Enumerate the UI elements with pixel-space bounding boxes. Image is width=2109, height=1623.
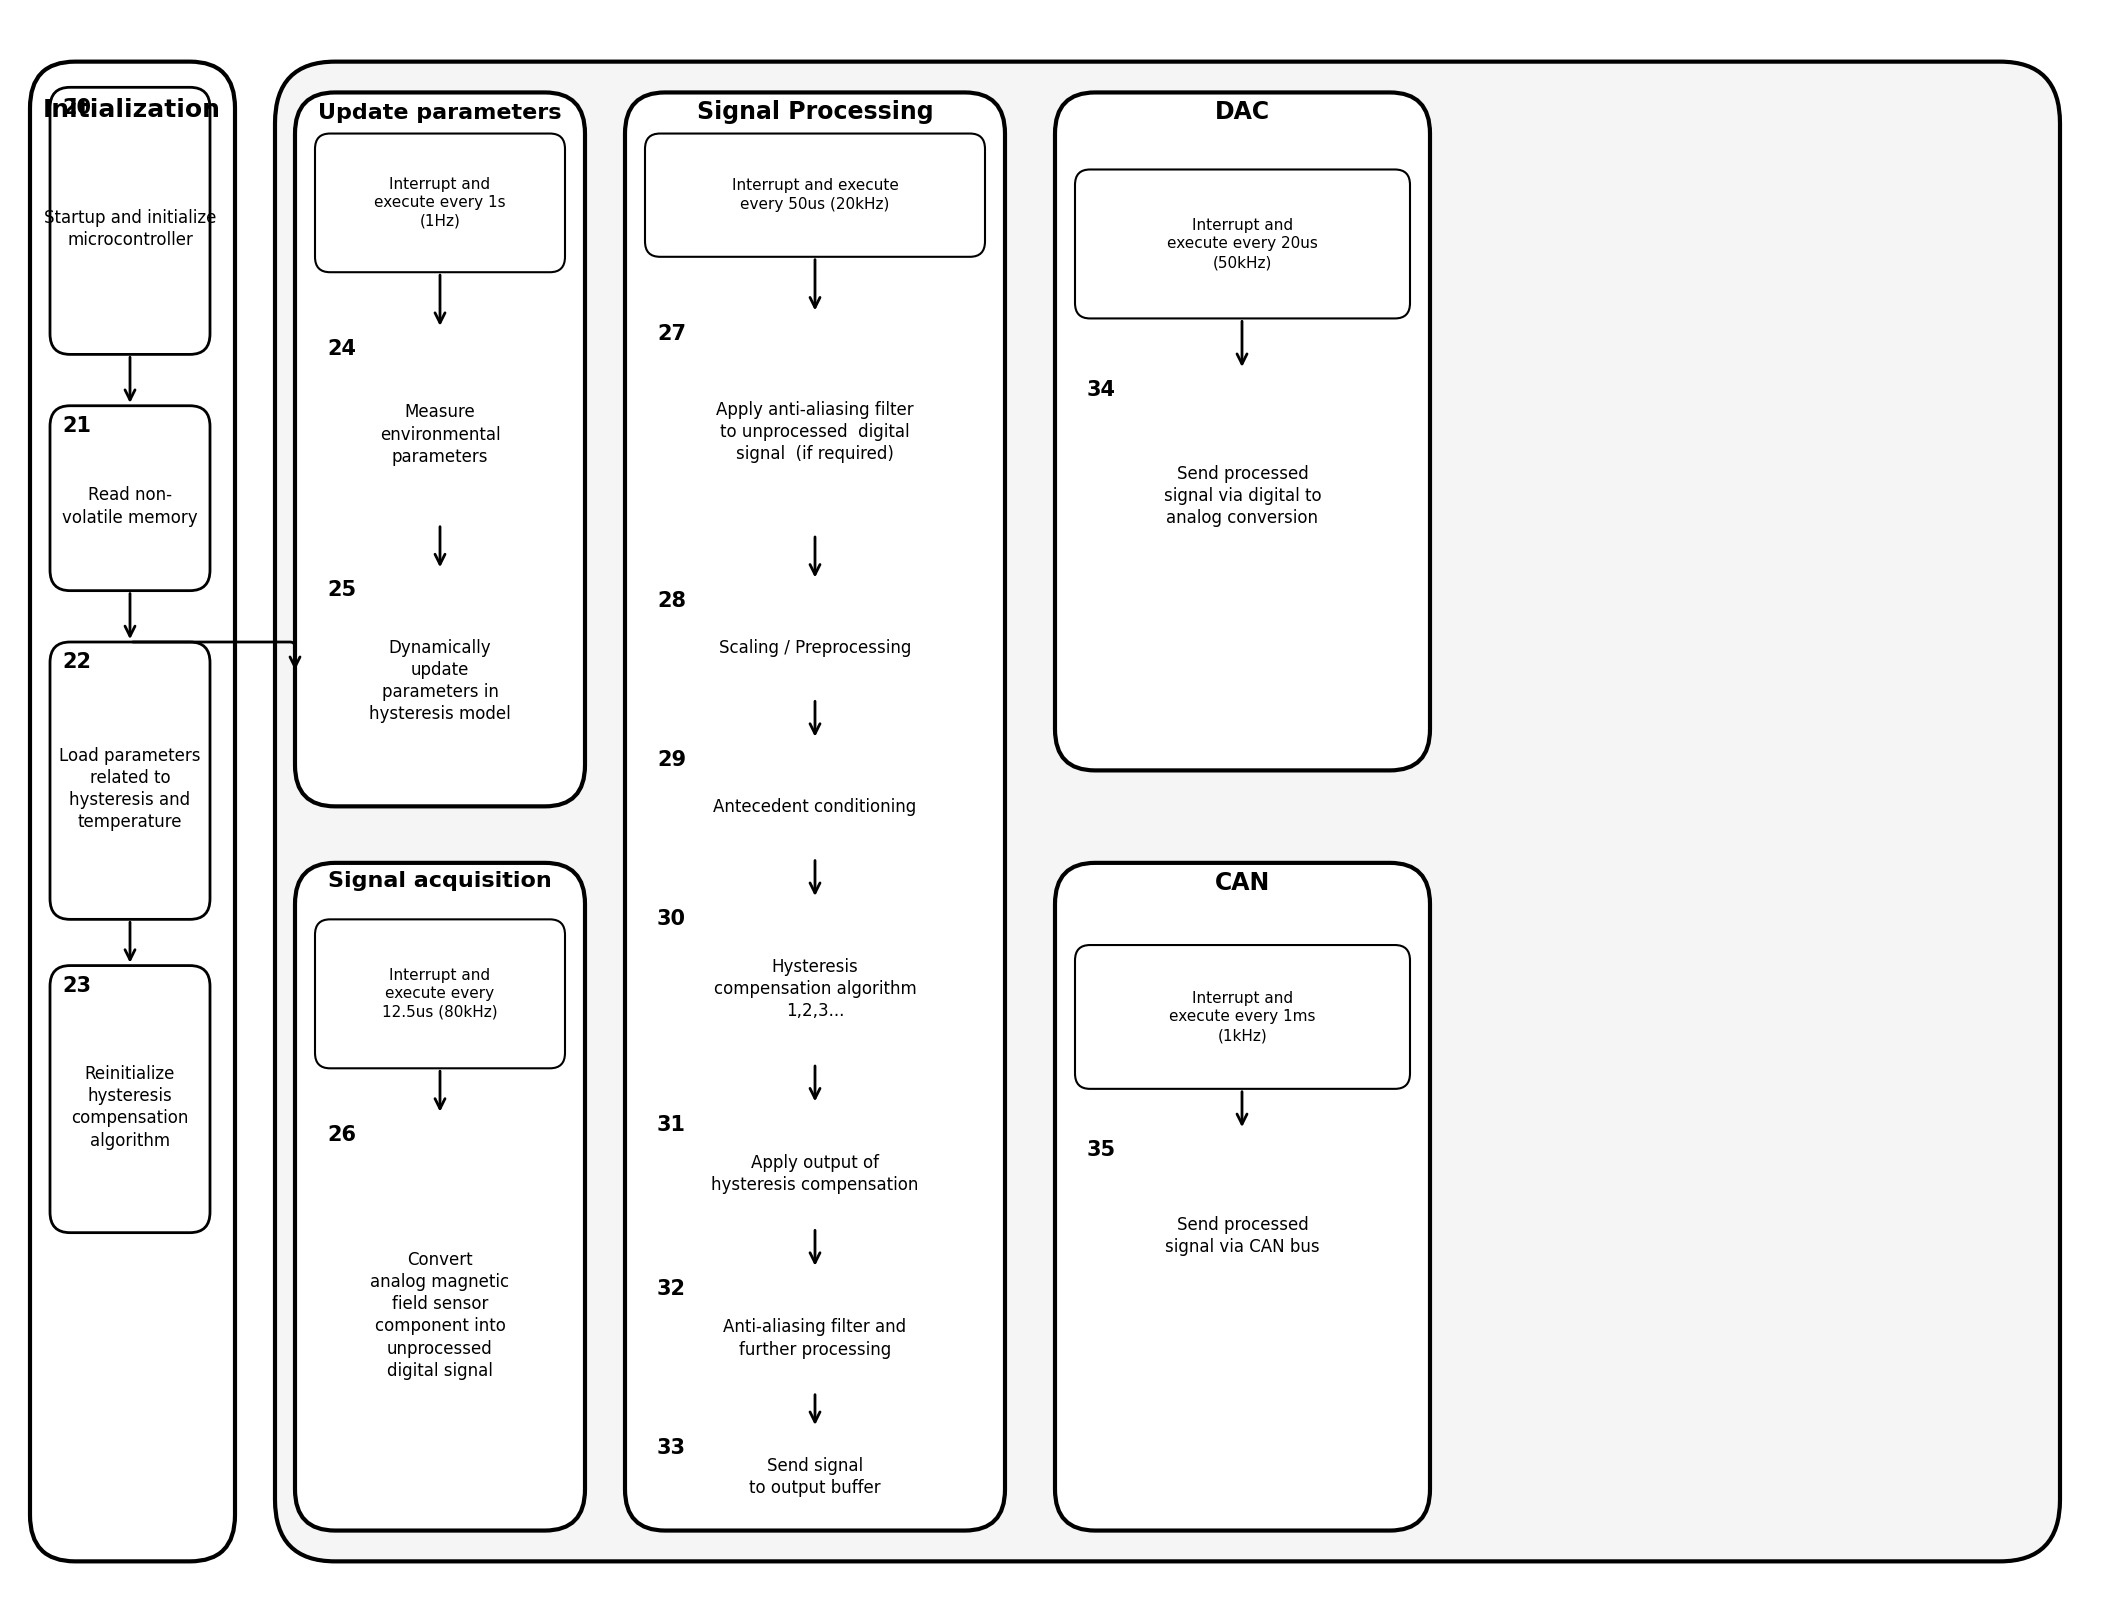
- Text: Scaling / Preprocessing: Scaling / Preprocessing: [719, 639, 911, 657]
- Text: CAN: CAN: [1215, 872, 1270, 894]
- Text: Signal acquisition: Signal acquisition: [329, 872, 553, 891]
- Text: 31: 31: [658, 1115, 685, 1134]
- FancyBboxPatch shape: [645, 899, 985, 1063]
- Text: Initialization: Initialization: [42, 97, 221, 122]
- Text: 35: 35: [1086, 1141, 1116, 1160]
- FancyBboxPatch shape: [1054, 93, 1430, 771]
- FancyBboxPatch shape: [51, 88, 211, 354]
- FancyBboxPatch shape: [295, 863, 584, 1530]
- Text: Signal Processing: Signal Processing: [696, 99, 934, 123]
- FancyBboxPatch shape: [1076, 169, 1411, 318]
- Text: Interrupt and execute
every 50us (20kHz): Interrupt and execute every 50us (20kHz): [732, 179, 898, 213]
- FancyBboxPatch shape: [51, 966, 211, 1232]
- Text: Convert
analog magnetic
field sensor
component into
unprocessed
digital signal: Convert analog magnetic field sensor com…: [371, 1251, 510, 1380]
- FancyBboxPatch shape: [645, 1104, 985, 1227]
- Text: Startup and initialize
microcontroller: Startup and initialize microcontroller: [44, 209, 217, 250]
- FancyBboxPatch shape: [1076, 370, 1411, 605]
- FancyBboxPatch shape: [295, 93, 584, 807]
- Text: Send processed
signal via digital to
analog conversion: Send processed signal via digital to ana…: [1164, 464, 1322, 527]
- Text: Reinitialize
hysteresis
compensation
algorithm: Reinitialize hysteresis compensation alg…: [72, 1065, 188, 1149]
- FancyBboxPatch shape: [1076, 945, 1411, 1089]
- FancyBboxPatch shape: [314, 329, 565, 524]
- Text: 26: 26: [327, 1125, 356, 1144]
- Text: Apply anti-aliasing filter
to unprocessed  digital
signal  (if required): Apply anti-aliasing filter to unprocesse…: [717, 401, 913, 463]
- FancyBboxPatch shape: [314, 919, 565, 1068]
- Text: 21: 21: [61, 415, 91, 437]
- FancyBboxPatch shape: [30, 62, 234, 1561]
- Text: Read non-
volatile memory: Read non- volatile memory: [61, 487, 198, 526]
- Text: 22: 22: [61, 652, 91, 672]
- FancyBboxPatch shape: [645, 1428, 985, 1509]
- Text: Update parameters: Update parameters: [318, 102, 561, 123]
- Text: 34: 34: [1086, 380, 1116, 401]
- Text: 33: 33: [658, 1438, 685, 1457]
- FancyBboxPatch shape: [1076, 1130, 1411, 1324]
- Text: 24: 24: [327, 339, 356, 359]
- Text: Apply output of
hysteresis compensation: Apply output of hysteresis compensation: [711, 1154, 920, 1195]
- Text: Hysteresis
compensation algorithm
1,2,3...: Hysteresis compensation algorithm 1,2,3.…: [713, 958, 917, 1021]
- Text: 20: 20: [61, 97, 91, 117]
- Text: Send processed
signal via CAN bus: Send processed signal via CAN bus: [1164, 1216, 1320, 1256]
- Text: Interrupt and
execute every 20us
(50kHz): Interrupt and execute every 20us (50kHz): [1166, 217, 1318, 269]
- Text: Interrupt and
execute every
12.5us (80kHz): Interrupt and execute every 12.5us (80kH…: [382, 967, 498, 1019]
- FancyBboxPatch shape: [51, 406, 211, 591]
- FancyBboxPatch shape: [624, 93, 1006, 1530]
- Text: 23: 23: [61, 975, 91, 997]
- FancyBboxPatch shape: [51, 643, 211, 919]
- FancyBboxPatch shape: [314, 1115, 565, 1500]
- FancyBboxPatch shape: [274, 62, 2060, 1561]
- FancyBboxPatch shape: [645, 313, 985, 534]
- Text: DAC: DAC: [1215, 99, 1270, 123]
- Text: 29: 29: [658, 750, 685, 769]
- FancyBboxPatch shape: [1054, 863, 1430, 1530]
- Text: Send signal
to output buffer: Send signal to output buffer: [749, 1457, 882, 1498]
- Text: Measure
environmental
parameters: Measure environmental parameters: [380, 403, 500, 466]
- FancyBboxPatch shape: [645, 581, 985, 698]
- Text: Antecedent conditioning: Antecedent conditioning: [713, 799, 917, 816]
- Text: Dynamically
update
parameters in
hysteresis model: Dynamically update parameters in hystere…: [369, 639, 510, 724]
- Text: 32: 32: [658, 1279, 685, 1298]
- Text: 25: 25: [327, 581, 356, 601]
- Text: Interrupt and
execute every 1s
(1Hz): Interrupt and execute every 1s (1Hz): [373, 177, 506, 229]
- Text: Load parameters
related to
hysteresis and
temperature: Load parameters related to hysteresis an…: [59, 747, 200, 831]
- FancyBboxPatch shape: [314, 133, 565, 273]
- FancyBboxPatch shape: [314, 570, 565, 776]
- FancyBboxPatch shape: [645, 133, 985, 256]
- FancyBboxPatch shape: [645, 740, 985, 857]
- Text: 30: 30: [658, 909, 685, 928]
- Text: Anti-aliasing filter and
further processing: Anti-aliasing filter and further process…: [723, 1318, 907, 1358]
- FancyBboxPatch shape: [645, 1269, 985, 1393]
- Text: 27: 27: [658, 323, 685, 344]
- Text: Interrupt and
execute every 1ms
(1kHz): Interrupt and execute every 1ms (1kHz): [1168, 992, 1316, 1044]
- Text: 28: 28: [658, 591, 685, 610]
